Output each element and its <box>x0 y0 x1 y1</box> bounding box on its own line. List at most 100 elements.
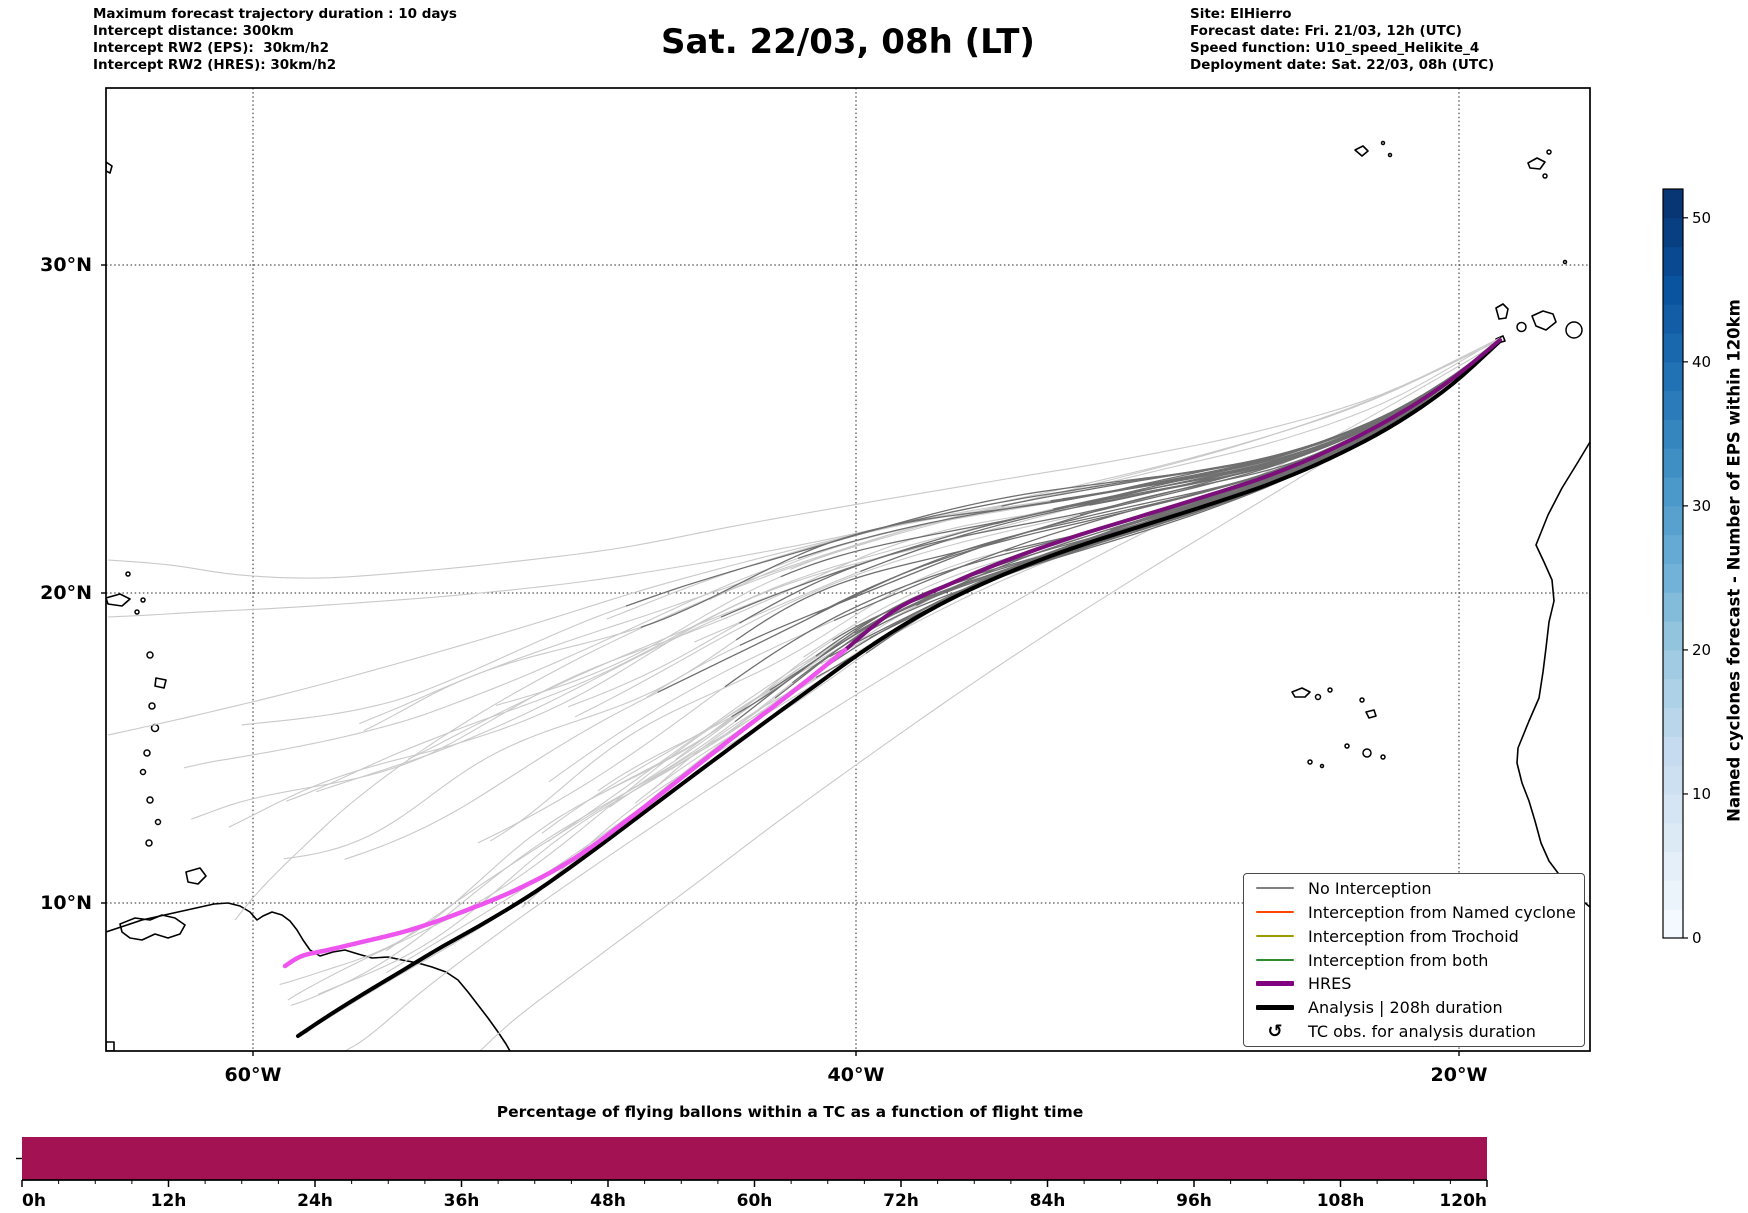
legend-line-swatch <box>1256 887 1294 890</box>
island <box>1362 748 1372 758</box>
eps-trajectory <box>722 339 1501 746</box>
eps-trajectory <box>860 339 1501 572</box>
axis-tick-label: 0h <box>22 1191 46 1211</box>
eps-trajectory <box>640 339 1501 628</box>
island <box>1307 759 1313 765</box>
map-legend: No Interception Interception from Named c… <box>1243 873 1585 1047</box>
colorbar-segment <box>1663 851 1683 881</box>
colorbar-segment <box>1663 793 1683 824</box>
bottom-bar-chart: 0h 12h 24h 36h 48h 60h 72h 84h 96h 108h 120h <box>16 1137 1488 1211</box>
axis-tick-label: 60°W <box>225 1064 282 1086</box>
legend-item: Analysis | 208h duration <box>1244 996 1584 1019</box>
legend-item-label: TC obs. for analysis duration <box>1308 1022 1536 1042</box>
eps-trajectory <box>521 339 1501 908</box>
axis-tick-label: 120h <box>1439 1191 1487 1211</box>
colorbar-segment <box>1663 189 1683 219</box>
eps-trajectory <box>806 339 1501 620</box>
island <box>143 749 151 757</box>
colorbar-segment <box>1663 822 1683 853</box>
colorbar-segment <box>1663 275 1683 305</box>
header-line: Speed function: U10_speed_Helikite_4 <box>1190 40 1480 56</box>
island <box>1344 743 1350 749</box>
island <box>1546 149 1552 155</box>
island <box>1562 259 1568 265</box>
legend-line-swatch <box>1256 1005 1294 1011</box>
coastline <box>1527 157 1546 170</box>
bottom-chart-title: Percentage of flying ballons within a TC… <box>496 1103 1084 1121</box>
legend-item: HRES <box>1244 972 1584 995</box>
colorbar-segment <box>1663 534 1683 564</box>
island <box>1319 763 1325 769</box>
coastline <box>106 902 511 1051</box>
colorbar-segment <box>1663 880 1683 910</box>
eps-trajectory <box>709 339 1501 601</box>
eps-trajectory <box>344 341 1501 1051</box>
header-line: Intercept distance: 300km <box>93 23 294 39</box>
colorbar-segment <box>1663 448 1683 478</box>
header-line: Intercept RW2 (HRES): 30km/h2 <box>93 57 337 73</box>
axis-tick-label: 24h <box>297 1191 333 1211</box>
tc-obs-icon: ↺ <box>1267 1020 1283 1042</box>
colorbar-segment <box>1663 217 1683 248</box>
eps-trajectory <box>316 339 1501 793</box>
hres-trajectory <box>843 338 1502 652</box>
eps-trajectory <box>359 339 1501 725</box>
eps-trajectory <box>634 339 1501 804</box>
coastline <box>106 1041 115 1051</box>
colorbar-segment <box>1663 649 1683 680</box>
island <box>1380 140 1386 146</box>
island <box>1387 152 1393 158</box>
legend-line-swatch <box>1256 911 1294 914</box>
eps-trajectory <box>241 339 1501 726</box>
colorbar-segment <box>1663 505 1683 536</box>
island <box>1327 687 1333 693</box>
axis-tick-label: 96h <box>1176 1191 1212 1211</box>
island <box>1359 697 1365 703</box>
legend-item: No Interception <box>1244 877 1584 900</box>
axis-tick-label: 10 <box>1692 785 1711 803</box>
axis-tick-label: 72h <box>883 1191 919 1211</box>
header-line: Intercept RW2 (EPS): 30km/h2 <box>93 40 329 56</box>
axis-tick-label: 10°N <box>40 892 92 914</box>
island <box>139 768 147 776</box>
coastline <box>1291 687 1311 698</box>
eps-trajectory <box>234 339 1501 921</box>
coastline <box>1354 145 1369 157</box>
colorbar-segment <box>1663 765 1683 795</box>
colorbar-segment <box>1663 621 1683 651</box>
colorbar-segment <box>1663 390 1683 420</box>
coastline <box>1516 441 1590 908</box>
island <box>140 597 146 603</box>
axis-tick-label: 40 <box>1692 353 1711 371</box>
eps-trajectory <box>606 339 1501 620</box>
eps-trajectory <box>693 339 1501 643</box>
island <box>134 609 140 615</box>
eps-trajectory <box>547 339 1501 843</box>
colorbar: 0 10 20 30 40 50 <box>1662 188 1711 947</box>
coastline <box>106 161 113 174</box>
colorbar-segment <box>1663 419 1683 449</box>
coastline <box>154 677 167 689</box>
axis-tick-label: 50 <box>1692 209 1711 227</box>
legend-item-label: No Interception <box>1308 878 1432 898</box>
colorbar-segment <box>1663 361 1683 392</box>
hres-trajectory-extension <box>282 647 848 969</box>
figure-title: Sat. 22/03, 08h (LT) <box>661 22 1035 62</box>
coastline <box>119 914 186 941</box>
legend-item-label: Interception from Named cyclone <box>1308 902 1576 922</box>
colorbar-segment <box>1663 736 1683 766</box>
eps-trajectory <box>625 339 1501 607</box>
legend-item-label: Interception from Trochoid <box>1308 926 1519 946</box>
island <box>1380 754 1386 760</box>
colorbar-frame <box>1662 188 1684 939</box>
axis-tick-label: 20°W <box>1431 1064 1488 1086</box>
eps-trajectory <box>1005 339 1501 552</box>
eps-trajectory <box>599 339 1501 795</box>
colorbar-segment <box>1663 909 1683 939</box>
island <box>146 651 154 659</box>
eps-trajectory <box>995 339 1501 525</box>
axis-tick-label: 48h <box>590 1191 626 1211</box>
axis-tick-label: 84h <box>1030 1191 1066 1211</box>
